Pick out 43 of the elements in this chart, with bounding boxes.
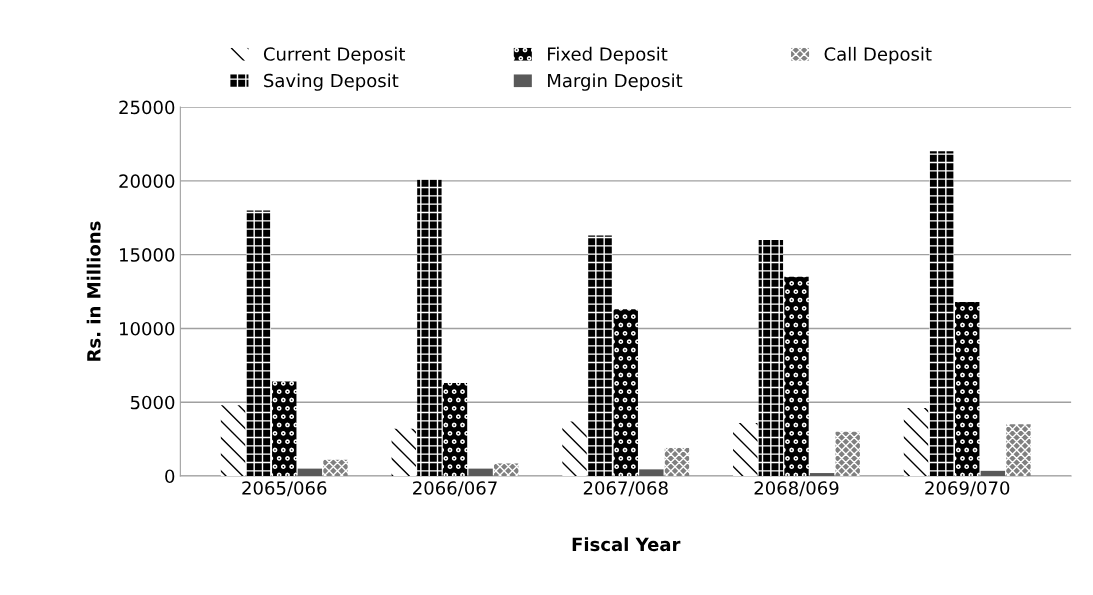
bar [929,151,954,476]
bar [809,473,835,476]
x-tick-label: 2066/067 [413,481,497,497]
bar [664,447,690,476]
bar [468,468,493,476]
y-tick-label: 10000 [120,321,175,336]
bar [733,422,758,476]
x-tick-label: 2067/068 [583,481,668,497]
bar [784,276,809,476]
bar [955,301,980,476]
bar [442,383,468,476]
legend-label: Saving Deposit [264,73,399,91]
y-axis-title: Rs. in Millions [86,221,101,361]
legend-label: Margin Deposit [548,73,683,91]
bar [246,210,271,476]
legend-label: Call Deposit [824,46,932,65]
y-tick-label: 20000 [119,174,175,188]
x-tick-label: 2065/066 [242,481,327,497]
bar [1006,424,1031,476]
bar [980,470,1006,476]
legend-label: Fixed Deposit [548,46,668,65]
x-axis-title: Fiscal Year [572,537,681,552]
bar [391,428,416,476]
y-tick-label: 15000 [120,248,175,262]
bar [903,408,929,476]
bar [613,309,638,476]
bar [758,239,784,476]
y-tick-label: 25000 [119,100,175,115]
bar [220,405,246,476]
bar [835,431,860,476]
bar [587,235,613,476]
x-tick-label: 2068/069 [754,481,839,497]
x-tick-label: 2069/070 [925,481,1010,497]
bar [297,468,323,476]
y-tick-label: 5000 [130,395,175,410]
bar [562,421,587,476]
bar [272,381,297,476]
bar [417,179,442,476]
bar [323,459,348,476]
legend-label: Current Deposit [263,46,406,65]
bar [639,469,664,476]
bar [494,463,519,476]
y-tick-label: 0 [165,469,175,484]
